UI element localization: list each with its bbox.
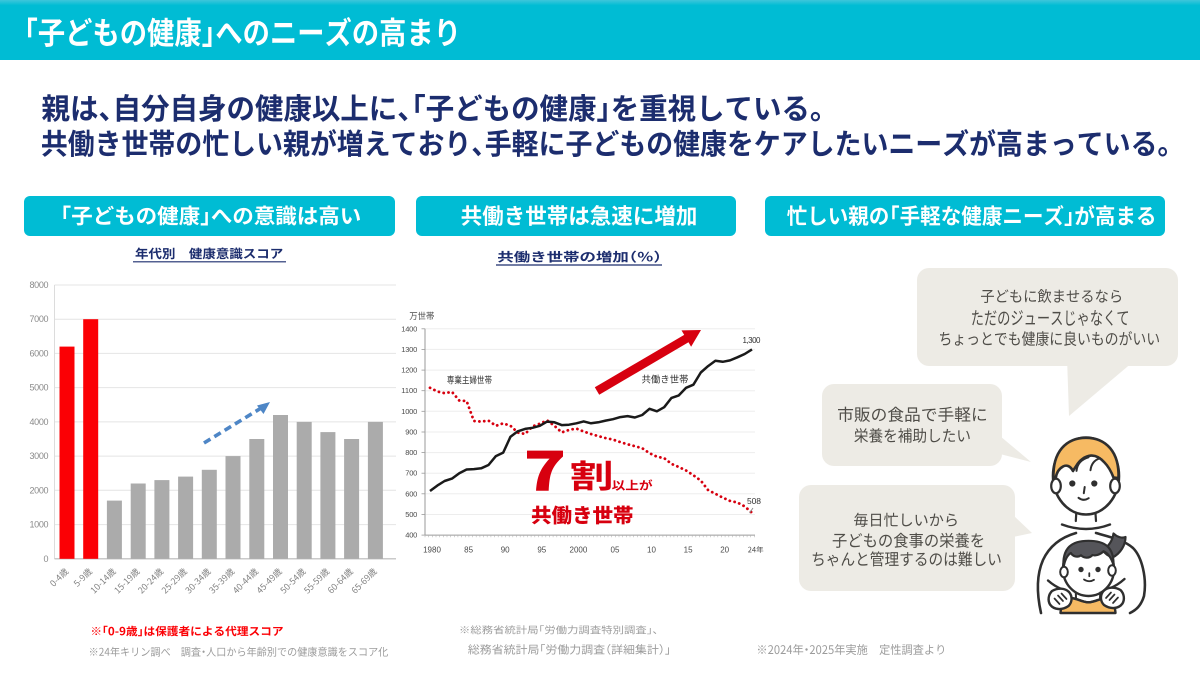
svg-text:15: 15 (684, 546, 693, 555)
svg-text:508: 508 (747, 496, 761, 506)
svg-text:1100: 1100 (401, 386, 417, 395)
svg-text:0: 0 (43, 554, 48, 564)
svg-text:3000: 3000 (30, 451, 49, 461)
svg-text:500: 500 (405, 510, 417, 519)
svg-text:1000: 1000 (401, 407, 417, 416)
svg-text:800: 800 (405, 448, 417, 457)
svg-text:90: 90 (501, 546, 510, 555)
svg-text:4000: 4000 (30, 417, 49, 427)
svg-text:1980: 1980 (423, 546, 441, 555)
svg-text:8000: 8000 (30, 280, 49, 290)
svg-text:900: 900 (405, 428, 417, 437)
svg-text:95: 95 (537, 546, 546, 555)
svg-text:1300: 1300 (401, 345, 417, 354)
svg-text:400: 400 (405, 531, 417, 540)
svg-text:7000: 7000 (30, 314, 49, 324)
svg-text:20: 20 (720, 546, 729, 555)
svg-text:5000: 5000 (30, 383, 49, 393)
svg-text:1400: 1400 (401, 324, 417, 333)
svg-text:05: 05 (611, 546, 620, 555)
svg-text:1,300: 1,300 (743, 336, 762, 345)
svg-text:6000: 6000 (30, 348, 49, 358)
svg-text:700: 700 (405, 469, 417, 478)
svg-text:2000: 2000 (30, 485, 49, 495)
svg-text:85: 85 (464, 546, 473, 555)
svg-text:1200: 1200 (401, 366, 417, 375)
svg-text:2000: 2000 (570, 546, 588, 555)
svg-text:600: 600 (405, 489, 417, 498)
svg-text:10: 10 (647, 546, 656, 555)
svg-text:1000: 1000 (30, 520, 49, 530)
